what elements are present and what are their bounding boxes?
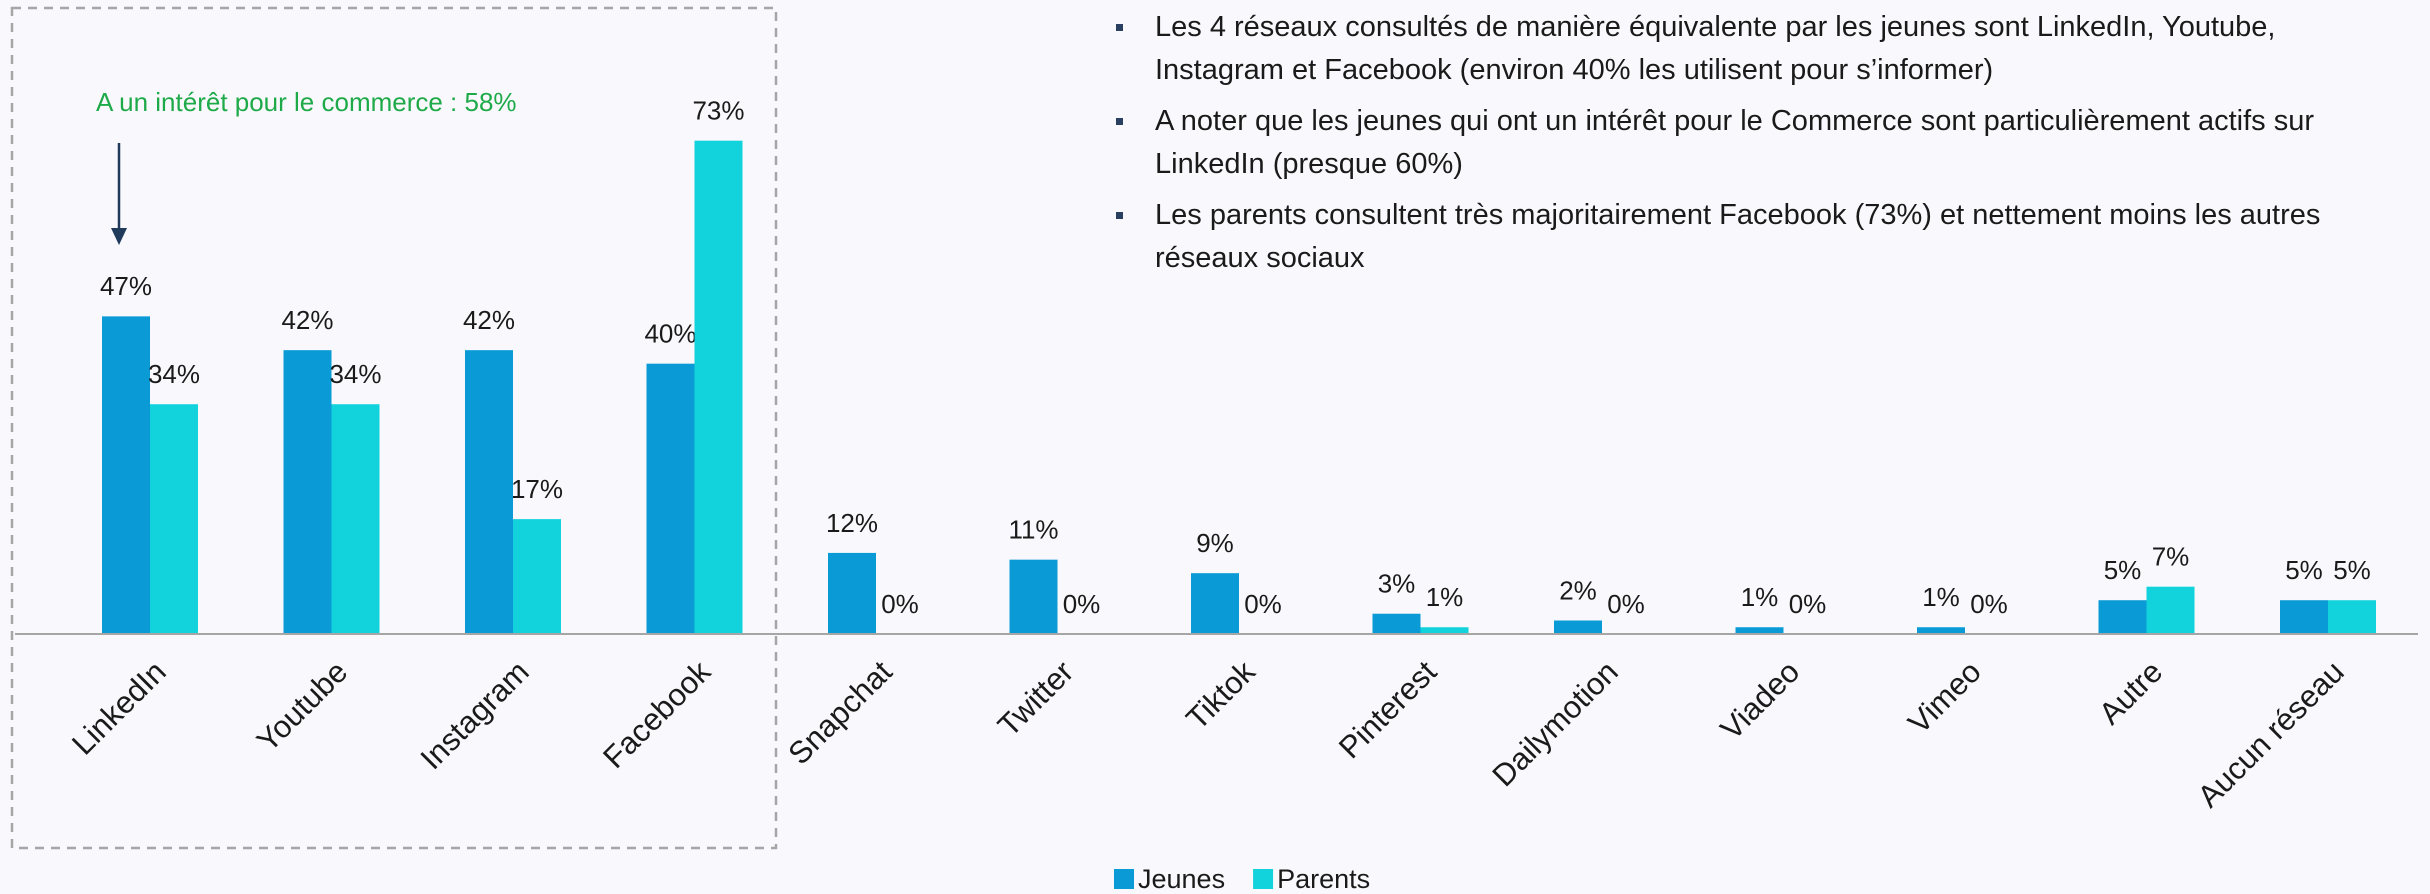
data-label: 17% <box>511 474 563 504</box>
data-label: 40% <box>644 319 696 349</box>
bar <box>465 350 513 634</box>
legend-label: Jeunes <box>1138 864 1225 894</box>
data-label: 5% <box>2104 555 2142 585</box>
bar <box>1735 627 1784 634</box>
bar <box>2146 586 2195 634</box>
data-label: 0% <box>1063 589 1101 619</box>
x-tick-label: Youtube <box>250 654 354 758</box>
data-label: 12% <box>826 508 878 538</box>
annotation: A un intérêt pour le commerce : 58% <box>96 87 517 117</box>
x-tick-label: Aucun réseau <box>2191 654 2351 814</box>
bullet: A noter que les jeunes qui ont un intérê… <box>1116 100 2406 186</box>
data-label: 0% <box>1244 589 1282 619</box>
data-label: 34% <box>329 359 381 389</box>
data-label: 7% <box>2152 542 2190 572</box>
bar <box>1191 573 1239 634</box>
data-label: 5% <box>2333 555 2371 585</box>
x-tick-label: Twitter <box>991 654 1080 743</box>
data-label: 0% <box>1607 589 1645 619</box>
x-tick-label: Tiktok <box>1179 654 1262 737</box>
bar <box>646 363 695 634</box>
data-label: 73% <box>692 96 744 126</box>
data-label: 34% <box>148 359 200 389</box>
bar <box>2280 600 2328 634</box>
x-tick-label: Facebook <box>596 654 717 775</box>
bar <box>1372 613 1421 634</box>
data-label: 3% <box>1378 569 1416 599</box>
data-label: 1% <box>1922 582 1960 612</box>
data-label: 42% <box>281 305 333 335</box>
arrow-head <box>111 228 127 245</box>
data-label: 42% <box>463 305 515 335</box>
bar <box>1917 627 1965 634</box>
bar <box>2328 600 2376 634</box>
data-label: 47% <box>100 271 152 301</box>
bar <box>1554 620 1602 634</box>
bar <box>331 404 380 634</box>
bar <box>2098 600 2147 634</box>
data-label: 0% <box>1789 589 1827 619</box>
data-label: 5% <box>2285 555 2323 585</box>
legend-label: Parents <box>1277 864 1370 894</box>
x-tick-label: Pinterest <box>1332 654 1444 766</box>
bullet-list: Les 4 réseaux consultés de manière équiv… <box>1116 6 2406 288</box>
x-tick-label: Autre <box>2092 654 2169 731</box>
legend-swatch <box>1253 869 1274 889</box>
data-label: 9% <box>1196 528 1234 558</box>
x-tick-label: Instagram <box>414 654 536 776</box>
data-label: 11% <box>1008 515 1058 545</box>
x-tick-label: Dailymotion <box>1485 654 1624 793</box>
data-label: 0% <box>1970 589 2008 619</box>
data-label: 0% <box>881 589 919 619</box>
legend-swatch <box>1114 869 1134 889</box>
x-tick-label: Viadeo <box>1714 654 1807 747</box>
bar <box>150 404 198 634</box>
bar <box>283 350 332 634</box>
data-label: 1% <box>1426 582 1464 612</box>
bar <box>694 140 743 634</box>
bar <box>102 316 150 634</box>
data-label: 2% <box>1559 575 1597 605</box>
data-label: 1% <box>1741 582 1779 612</box>
highlight-box <box>10 6 778 850</box>
x-tick-label: Vimeo <box>1901 654 1987 740</box>
bar <box>513 519 561 634</box>
bar <box>1420 627 1469 634</box>
x-tick-label: Snapchat <box>781 654 899 772</box>
bullet: Les parents consultent très majoritairem… <box>1116 194 2406 280</box>
bar <box>828 552 876 634</box>
bullet: Les 4 réseaux consultés de manière équiv… <box>1116 6 2406 92</box>
x-tick-label: LinkedIn <box>65 654 173 762</box>
bar <box>1009 559 1058 634</box>
